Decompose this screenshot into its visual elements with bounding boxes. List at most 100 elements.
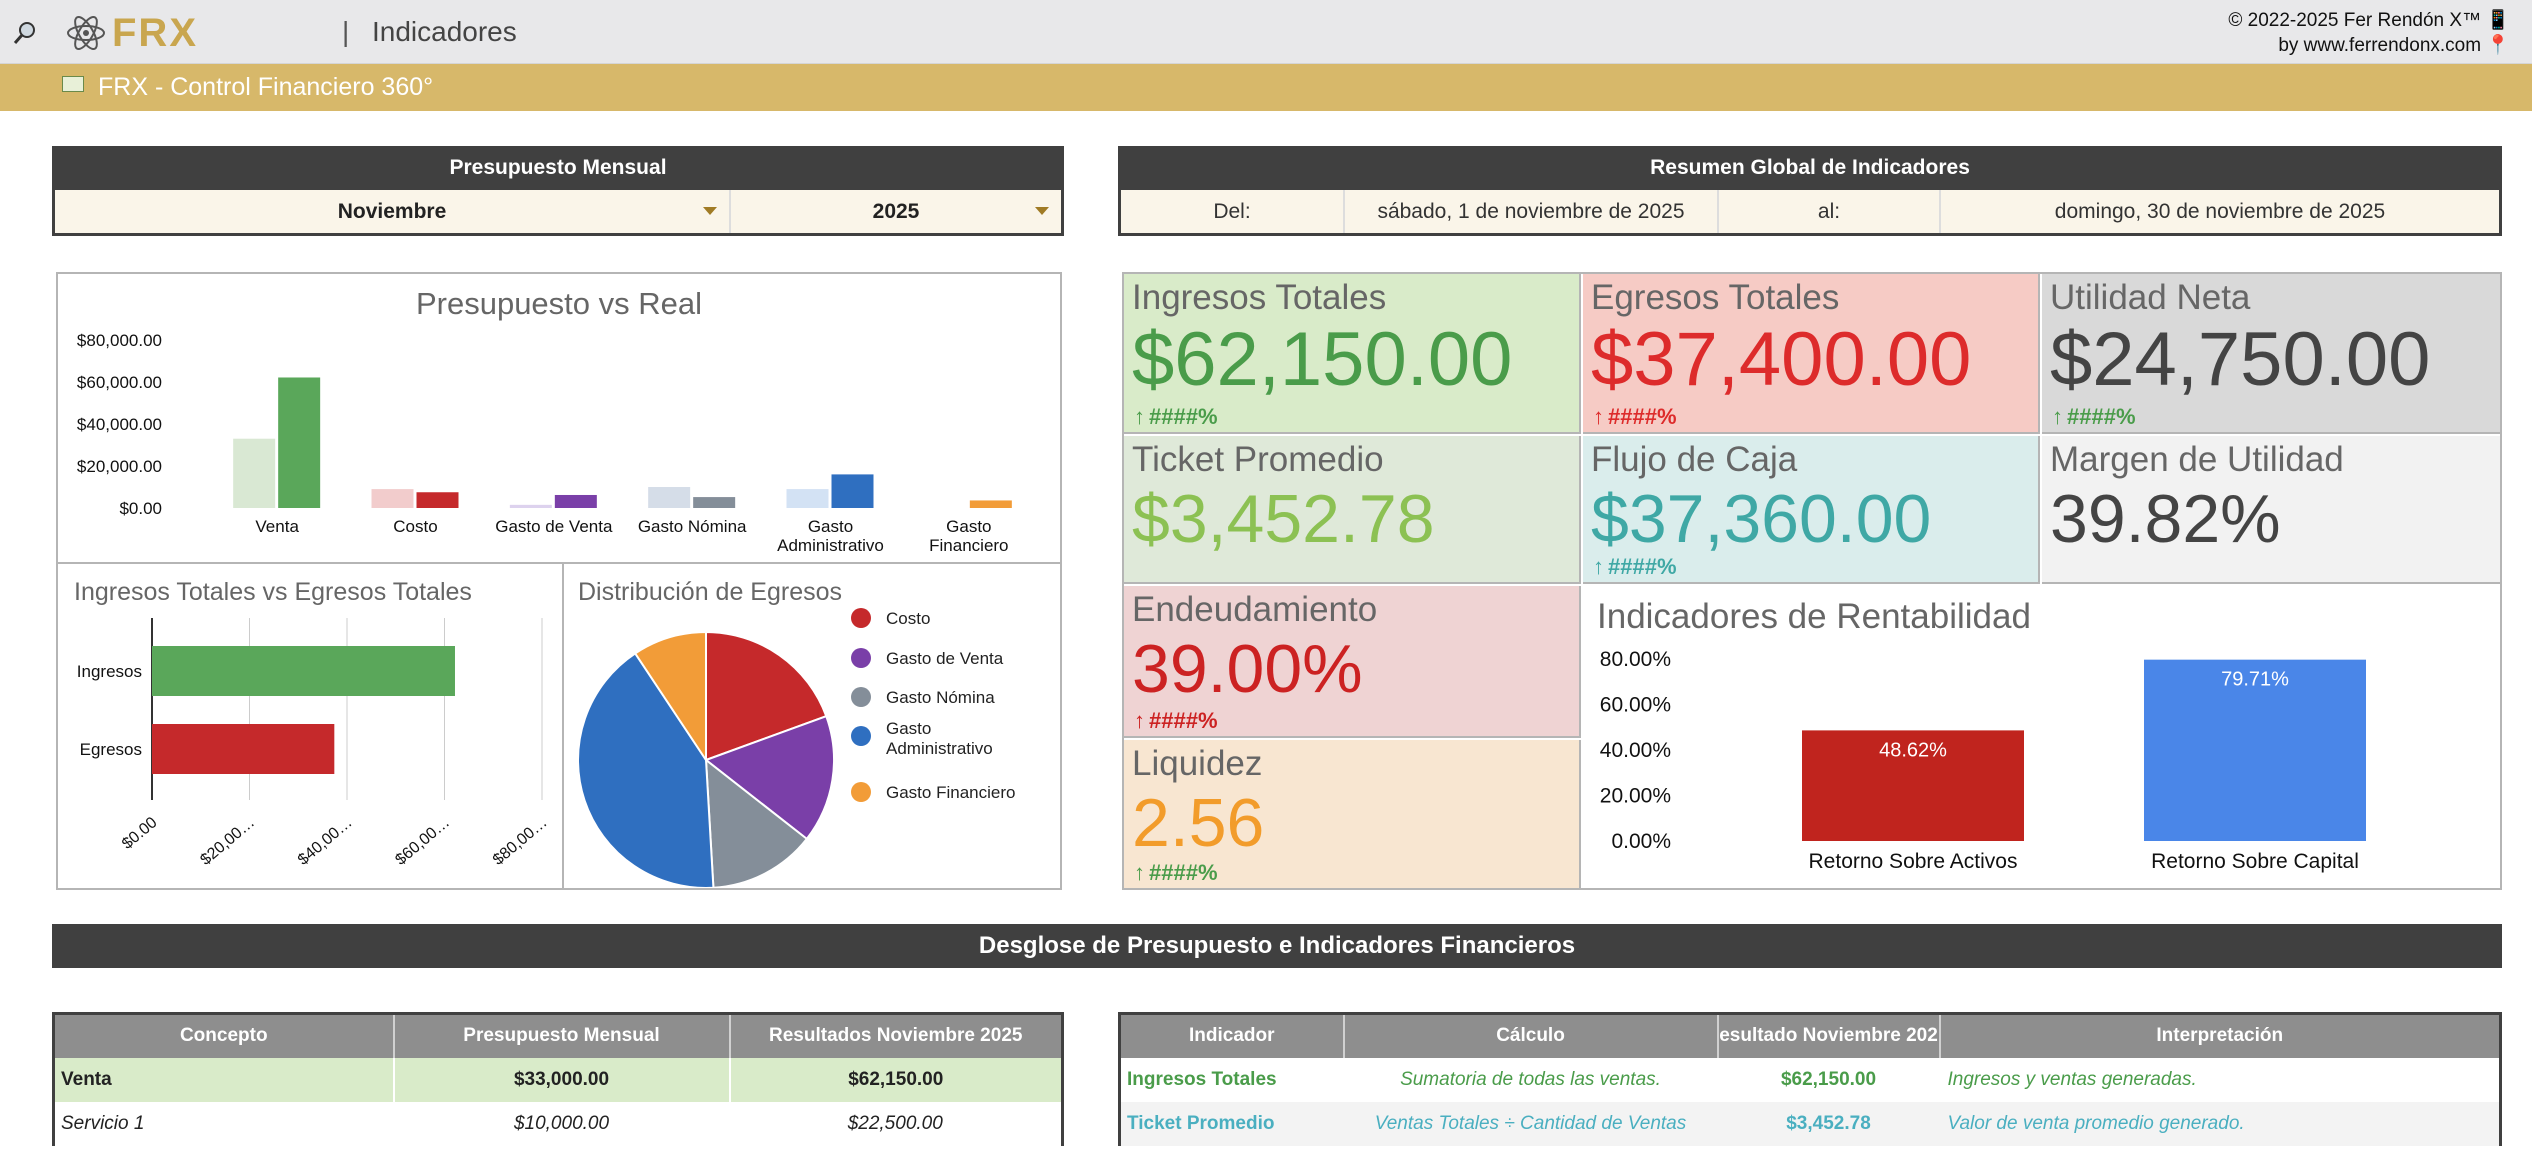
chart-title: Presupuesto vs Real [416, 286, 702, 321]
legend-label: Administrativo [886, 739, 993, 758]
kpi-trend: ↑ ####% [1134, 404, 1218, 430]
kpi-flujo: Flujo de Caja $37,360.00 ↑ ####% [1583, 436, 2040, 584]
copyright: © 2022-2025 Fer Rendón X™ 📱 by www.ferre… [2228, 8, 2510, 58]
table-cell: Ingresos y ventas generadas. [1947, 1068, 2197, 1090]
table-header: Interpretación [1939, 1013, 2502, 1058]
kpi-trend-value: ####% [1149, 404, 1218, 429]
kpi-liquidez: Liquidez 2.56 ↑ ####% [1124, 740, 1581, 888]
table-header: esultado Noviembre 202 [1717, 1013, 1941, 1058]
to-date[interactable]: domingo, 30 de noviembre de 2025 [2054, 199, 2386, 223]
banner-title: FRX - Control Financiero 360° [98, 73, 434, 101]
kpi-value: $37,360.00 [1591, 481, 1932, 557]
x-tick-label: $60,00… [392, 814, 453, 869]
chevron-down-icon [703, 207, 717, 215]
kpi-egresos: Egresos Totales $37,400.00 ↑ ####% [1583, 274, 2040, 434]
table-row[interactable]: Venta $33,000.00 $62,150.00 [53, 1057, 1063, 1102]
site-link[interactable]: by www.ferrendonx.com 📍 [2278, 35, 2510, 56]
profitability-chart: Indicadores de Rentabilidad 80.00% 60.00% 4… [1597, 597, 2366, 873]
x-tick-label: Gasto [808, 517, 853, 536]
y-tick-label: $60,000.00 [77, 373, 162, 392]
month-select[interactable]: Noviembre [55, 190, 731, 233]
legend-marker [851, 608, 871, 628]
kpi-trend-value: ####% [1149, 860, 1218, 885]
divider [56, 562, 1062, 564]
y-tick-label: Egresos [80, 740, 142, 759]
y-tick-label: 40.00% [1600, 739, 1671, 762]
kpi-label: Egresos Totales [1591, 278, 1840, 317]
legend-marker [851, 782, 871, 802]
x-tick-label: Retorno Sobre Capital [2151, 850, 2359, 873]
real-bar [969, 500, 1012, 508]
kpi-trend: ↑ ####% [1134, 860, 1218, 886]
y-tick-label: 80.00% [1600, 648, 1671, 671]
kpi-value: 2.56 [1132, 785, 1265, 861]
income-vs-expense-chart: Ingresos Totales vs Egresos Totales $0.00… [74, 578, 551, 869]
legend-label: Gasto Nómina [886, 688, 995, 707]
y-tick-label: 0.00% [1611, 830, 1671, 853]
x-tick-label: Costo [393, 517, 437, 536]
kpi-label: Utilidad Neta [2050, 278, 2251, 317]
indicator-table: Indicador Cálculo esultado Noviembre 202… [1118, 1012, 2502, 1146]
data-label: 48.62% [1879, 739, 1947, 761]
kpi-trend: ↑ ####% [2052, 404, 2136, 430]
table-row[interactable]: Ingresos Totales Sumatoria de todas las … [1120, 1058, 2501, 1102]
kpi-label: Ticket Promedio [1132, 440, 1384, 479]
legend-marker [851, 726, 871, 746]
budget-bar [509, 504, 552, 508]
logo-text: FRX [112, 10, 198, 55]
kpi-trend-value: ####% [1149, 708, 1218, 733]
month-value: Noviembre [337, 199, 447, 223]
kpi-value: $37,400.00 [1591, 317, 1972, 402]
table-row[interactable]: Servicio 1 $10,000.00 $22,500.00 [54, 1102, 1063, 1146]
table-cell: Ticket Promedio [1127, 1112, 1275, 1134]
pie-slice [703, 714, 835, 841]
kpi-label: Liquidez [1132, 744, 1263, 783]
budget-bar [371, 489, 414, 508]
budget-selector-row: Noviembre 2025 [52, 190, 1064, 236]
kpi-value: 39.82% [2050, 481, 2281, 557]
budget-bar [648, 487, 691, 508]
table-cell: $22,500.00 [847, 1112, 943, 1134]
legend-marker [851, 648, 871, 668]
real-bar [416, 492, 459, 508]
table-cell: $3,452.78 [1786, 1112, 1871, 1134]
year-select[interactable]: 2025 [731, 190, 1061, 233]
expense-distribution-chart: Distribución de Egresos Costo Gasto de Ven… [577, 578, 1015, 888]
budget-panel-title: Presupuesto Mensual [52, 146, 1064, 190]
table-cell: Servicio 1 [61, 1112, 145, 1134]
arrow-up-icon: ↑ [1134, 860, 1145, 885]
y-tick-label: Ingresos [77, 662, 142, 681]
table-cell: $33,000.00 [393, 1057, 731, 1102]
magnifier-icon[interactable] [12, 20, 38, 46]
chart-title: Indicadores de Rentabilidad [1597, 597, 2031, 636]
kpi-trend: ↑ ####% [1593, 554, 1677, 580]
x-tick-label: $40,00… [295, 814, 356, 869]
page-title: Indicadores [372, 16, 517, 47]
arrow-up-icon: ↑ [1593, 554, 1604, 579]
legend-label: Gasto [886, 719, 931, 738]
bar [152, 724, 335, 774]
charts-panel [56, 272, 1062, 890]
table-cell: $10,000.00 [513, 1112, 610, 1134]
legend-label: Gasto de Venta [886, 649, 1004, 668]
kpi-value: $62,150.00 [1132, 317, 1513, 402]
budget-bar [233, 438, 276, 508]
kpi-value: $24,750.00 [2050, 317, 2431, 402]
table-cell: Valor de venta promedio generado. [1947, 1112, 2245, 1134]
y-tick-label: $0.00 [119, 499, 162, 518]
from-date[interactable]: sábado, 1 de noviembre de 2025 [1345, 190, 1719, 233]
arrow-up-icon: ↑ [2052, 404, 2063, 429]
table-header: Cálculo [1343, 1013, 1719, 1058]
kpi-value: $3,452.78 [1132, 481, 1435, 557]
kpi-margen: Margen de Utilidad 39.82% [2042, 436, 2500, 584]
budget-bar [786, 489, 829, 508]
kpi-endeudamiento: Endeudamiento 39.00% ↑ ####% [1124, 586, 1581, 738]
table-header: Resultados Noviembre 2025 [729, 1013, 1064, 1058]
real-bar [831, 474, 874, 508]
table-cell: $62,150.00 [1780, 1068, 1877, 1090]
legend-label: Costo [886, 609, 930, 628]
banner: FRX - Control Financiero 360° [0, 64, 2532, 111]
table-cell: $62,150.00 [848, 1068, 944, 1090]
table-row[interactable]: Ticket Promedio Ventas Totales ÷ Cantida… [1119, 1101, 2501, 1146]
atom-icon [67, 16, 105, 50]
